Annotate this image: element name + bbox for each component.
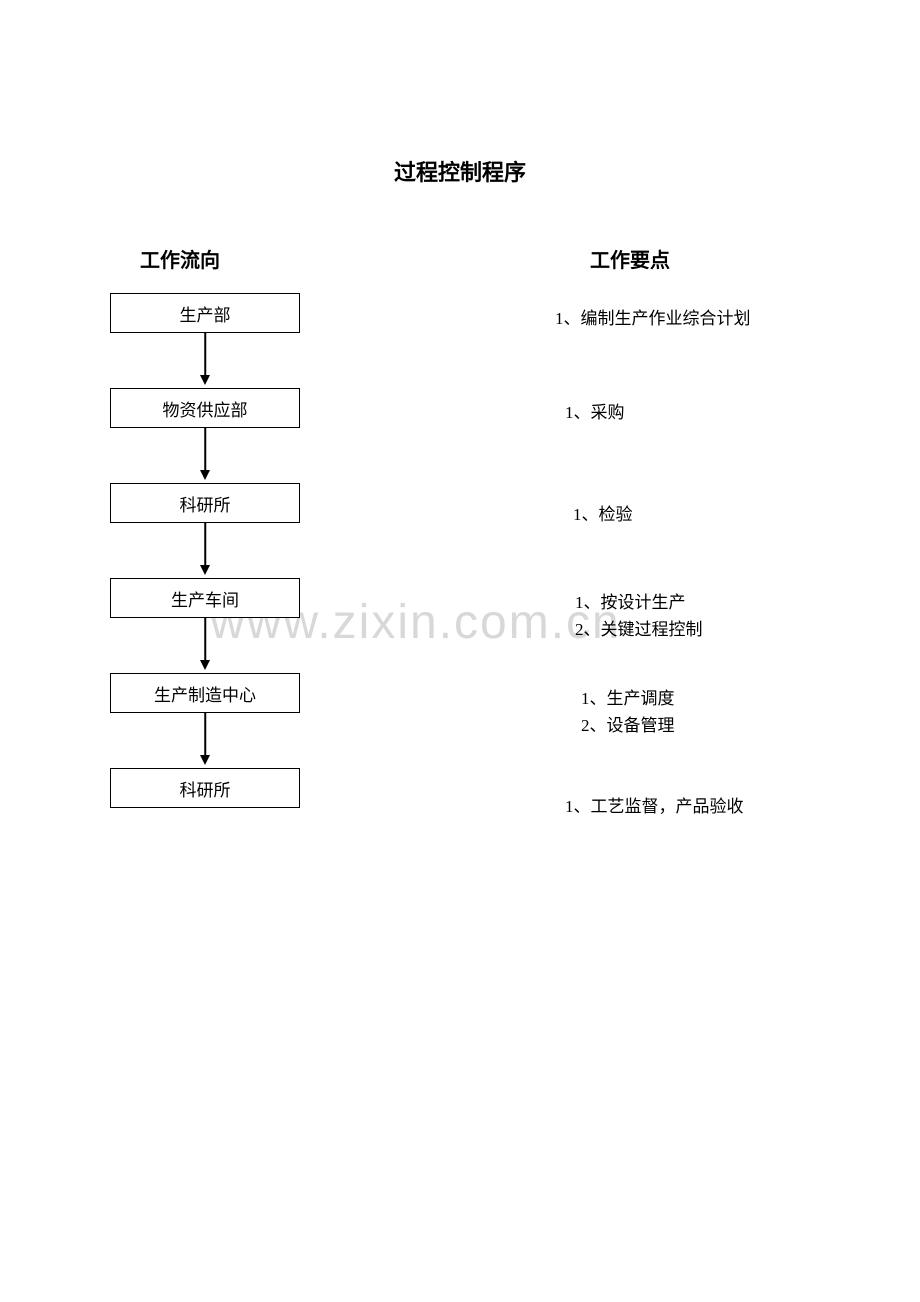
flow-node-research-1: 科研所 [110, 483, 300, 523]
work-point-group: 1、按设计生产 2、关键过程控制 [575, 589, 703, 643]
work-point-line: 2、关键过程控制 [575, 616, 703, 643]
flow-node-production-dept: 生产部 [110, 293, 300, 333]
flow-node-research-2: 科研所 [110, 768, 300, 808]
flow-node-manufacturing-center: 生产制造中心 [110, 673, 300, 713]
flow-arrow [100, 618, 310, 673]
flow-arrow [100, 713, 310, 768]
work-point-line: 1、采购 [565, 399, 625, 426]
work-point-line: 1、工艺监督，产品验收 [565, 793, 744, 820]
left-column-header: 工作流向 [140, 244, 220, 273]
flow-arrow [100, 523, 310, 578]
flow-arrow [100, 428, 310, 483]
flowchart-container: 生产部 物资供应部 科研所 生产车间 生产制造中心 科研所 [100, 293, 310, 808]
page-title: 过程控制程序 [0, 155, 920, 187]
work-point-line: 2、设备管理 [581, 712, 675, 739]
work-point-group: 1、生产调度 2、设备管理 [581, 685, 675, 739]
work-point-line: 1、编制生产作业综合计划 [555, 305, 751, 332]
work-point-line: 1、检验 [573, 501, 633, 528]
flow-arrow [100, 333, 310, 388]
work-point-group: 1、编制生产作业综合计划 [555, 305, 751, 332]
work-point-line: 1、生产调度 [581, 685, 675, 712]
work-point-group: 1、检验 [573, 501, 633, 528]
flow-node-material-supply: 物资供应部 [110, 388, 300, 428]
work-point-group: 1、采购 [565, 399, 625, 426]
right-column-header: 工作要点 [590, 244, 670, 273]
flow-node-workshop: 生产车间 [110, 578, 300, 618]
work-point-group: 1、工艺监督，产品验收 [565, 793, 744, 820]
work-point-line: 1、按设计生产 [575, 589, 703, 616]
